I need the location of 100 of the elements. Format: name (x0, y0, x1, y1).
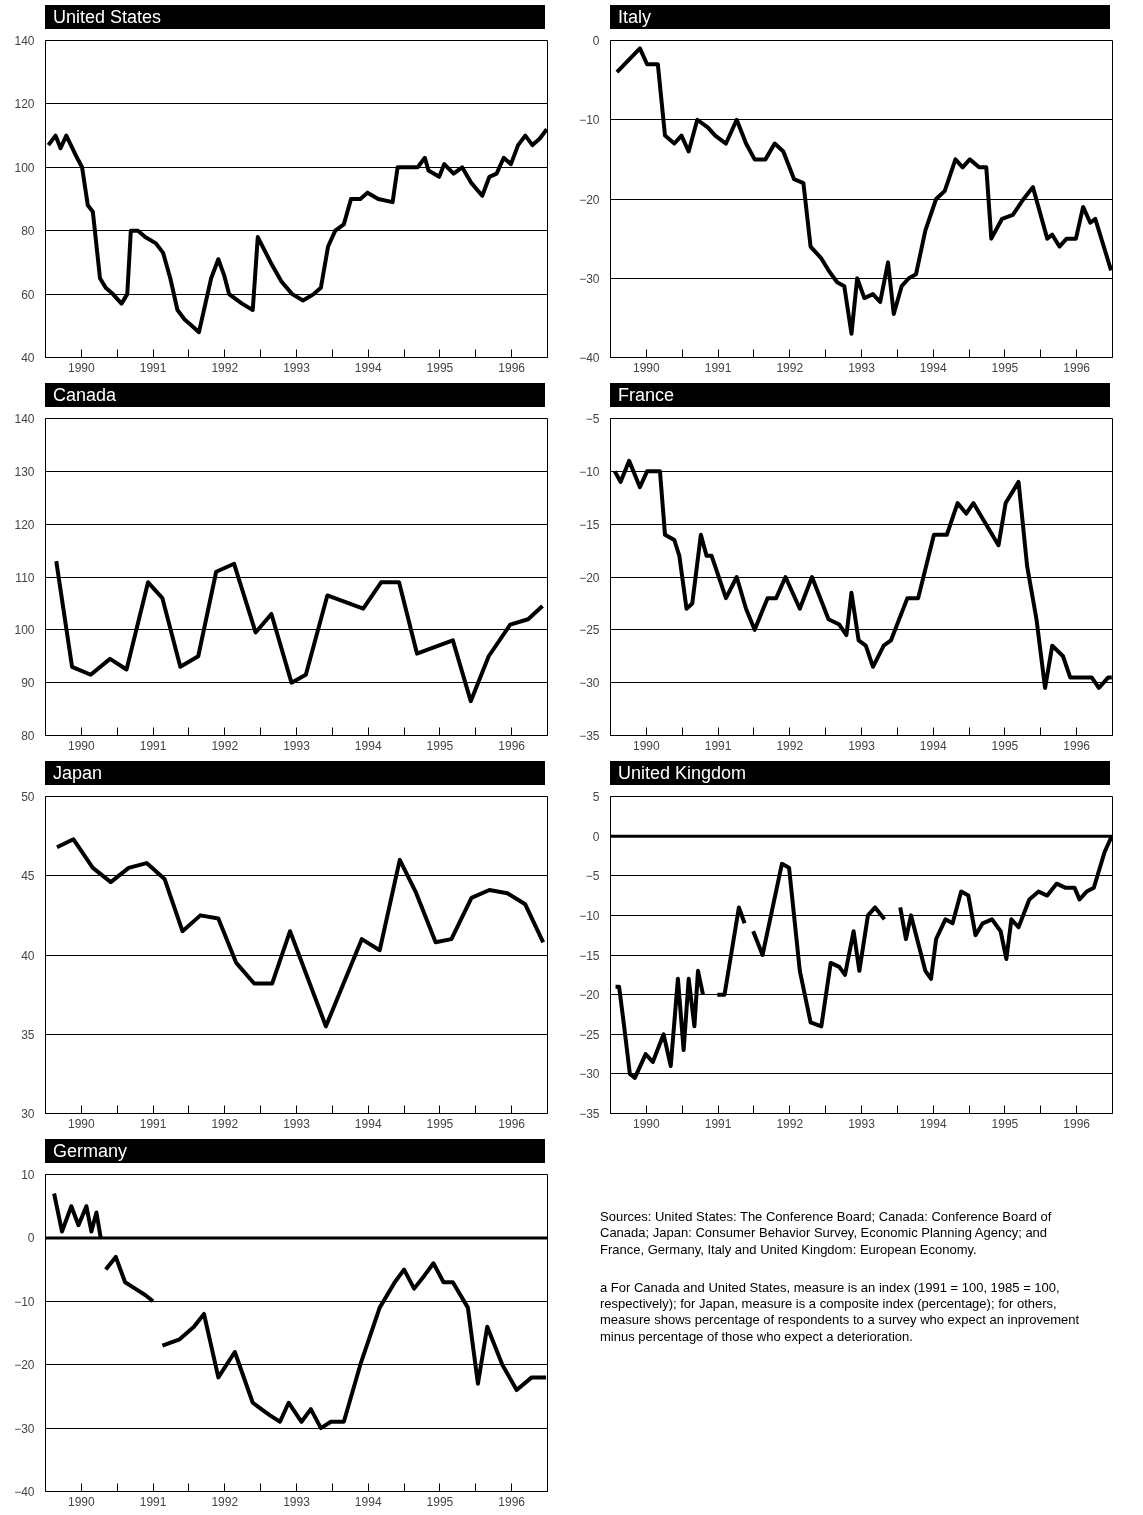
x-tick-label: 1996 (498, 360, 526, 375)
x-tick-label: 1990 (68, 738, 96, 753)
y-tick-label: −40 (579, 351, 600, 365)
x-tick-label: 1991 (139, 1494, 167, 1509)
y-tick-label: 0 (592, 34, 600, 48)
y-tick-label: −30 (14, 1421, 35, 1436)
y-tick-label: 30 (21, 1107, 35, 1121)
y-tick-label: 100 (14, 623, 35, 638)
y-tick-label: 35 (21, 1027, 35, 1042)
y-tick-label: −15 (579, 517, 600, 532)
chart-title: Canada (53, 384, 117, 407)
chart-title: France (618, 384, 675, 407)
y-tick-label: −10 (14, 1294, 35, 1309)
x-tick-label: 1991 (704, 360, 732, 375)
x-tick-label: 1993 (848, 1116, 876, 1131)
x-tick-label: 1996 (498, 1116, 526, 1131)
text: a For Canada and United States, measure is an index (1991 = 100, 1985 = 100, respectively); for Japan, measure is a composite index (percentage); for others, measure shows percentage of respondents to a survey who expect an inprovement minus percentage of those who expect a deterioration. (600, 1279, 1081, 1345)
y-tick-label: 45 (21, 869, 35, 884)
y-tick-label: −25 (579, 1027, 600, 1042)
x-tick-label: 1991 (139, 360, 167, 375)
y-tick-label: −5 (585, 869, 600, 884)
y-tick-label: 60 (21, 287, 35, 302)
x-tick-label: 1995 (991, 738, 1019, 753)
y-tick-label: −20 (14, 1358, 35, 1373)
chart-title: Japan (53, 762, 103, 785)
y-tick-label: −10 (579, 113, 600, 128)
y-tick-label: 50 (21, 790, 35, 804)
x-tick-label: 1995 (991, 360, 1019, 375)
x-tick-label: 1992 (211, 738, 239, 753)
y-tick-label: 130 (14, 464, 35, 479)
x-tick-label: 1996 (1063, 738, 1091, 753)
y-tick-label: 10 (21, 1168, 35, 1182)
y-tick-label: 140 (14, 412, 35, 426)
chart-title: Italy (618, 6, 652, 29)
y-tick-label: −25 (579, 623, 600, 638)
y-tick-label: 120 (14, 97, 35, 112)
y-tick-label: −15 (579, 948, 600, 963)
x-tick-label: 1990 (68, 1116, 96, 1131)
y-tick-label: −40 (14, 1485, 35, 1499)
x-tick-label: 1994 (354, 360, 382, 375)
x-tick-label: 1995 (426, 360, 454, 375)
y-tick-label: −30 (579, 676, 600, 691)
x-tick-label: 1993 (283, 360, 311, 375)
chart-title: United Kingdom (618, 762, 747, 785)
y-tick-label: −30 (579, 271, 600, 286)
x-tick-label: 1996 (1063, 360, 1091, 375)
x-tick-label: 1993 (283, 1494, 311, 1509)
y-tick-label: −35 (579, 1107, 600, 1121)
chart-title: United States (53, 6, 162, 29)
y-tick-label: −30 (579, 1067, 600, 1082)
y-tick-label: 90 (21, 676, 35, 691)
x-tick-label: 1990 (633, 360, 661, 375)
x-tick-label: 1993 (283, 738, 311, 753)
x-tick-label: 1991 (139, 1116, 167, 1131)
y-tick-label: 80 (21, 224, 35, 239)
x-tick-label: 1993 (283, 1116, 311, 1131)
x-tick-label: 1990 (68, 1494, 96, 1509)
x-tick-label: 1992 (776, 360, 804, 375)
x-tick-label: 1995 (426, 1494, 454, 1509)
x-tick-label: 1992 (211, 1494, 239, 1509)
x-tick-label: 1992 (211, 360, 239, 375)
y-tick-label: 110 (15, 570, 35, 585)
x-tick-label: 1992 (776, 738, 804, 753)
y-tick-label: −20 (579, 570, 600, 585)
x-tick-label: 1994 (919, 738, 947, 753)
x-tick-label: 1994 (354, 738, 382, 753)
x-tick-label: 1990 (68, 360, 96, 375)
x-tick-label: 1996 (498, 738, 526, 753)
y-tick-label: 80 (21, 729, 35, 743)
x-tick-label: 1990 (633, 1116, 661, 1131)
x-tick-label: 1991 (139, 738, 167, 753)
y-tick-label: 40 (21, 351, 35, 365)
y-tick-label: −20 (579, 988, 600, 1003)
x-tick-label: 1991 (704, 738, 732, 753)
x-tick-label: 1994 (354, 1116, 382, 1131)
chart-title: Germany (53, 1140, 128, 1163)
x-tick-label: 1994 (354, 1494, 382, 1509)
x-tick-label: 1993 (848, 738, 876, 753)
x-tick-label: 1994 (919, 1116, 947, 1131)
x-tick-label: 1994 (919, 360, 947, 375)
y-tick-label: −10 (579, 908, 600, 923)
x-tick-label: 1992 (776, 1116, 804, 1131)
source-note: Sources: United States: The Conference Board; Canada: Conference Board of Canada; Japan: Consumer Behavior Survey, Economic Planning Agency; and France, Germany, Italy and United Kingdom: European Economy. (600, 1209, 1053, 1258)
y-tick-label: 0 (592, 829, 600, 844)
x-tick-label: 1993 (848, 360, 876, 375)
y-tick-label: −35 (579, 729, 600, 743)
y-tick-label: −10 (579, 464, 600, 479)
x-tick-label: 1995 (426, 738, 454, 753)
x-tick-label: 1996 (498, 1494, 526, 1509)
y-tick-label: 100 (14, 160, 35, 175)
x-tick-label: 1991 (704, 1116, 732, 1131)
y-tick-label: 140 (14, 34, 35, 48)
y-tick-label: 40 (21, 948, 35, 963)
y-tick-label: 5 (592, 790, 600, 804)
x-tick-label: 1995 (991, 1116, 1019, 1131)
x-tick-label: 1990 (633, 738, 661, 753)
y-tick-label: 0 (27, 1231, 35, 1246)
y-tick-label: −5 (585, 412, 600, 426)
y-tick-label: 120 (14, 517, 35, 532)
x-tick-label: 1992 (211, 1116, 239, 1131)
